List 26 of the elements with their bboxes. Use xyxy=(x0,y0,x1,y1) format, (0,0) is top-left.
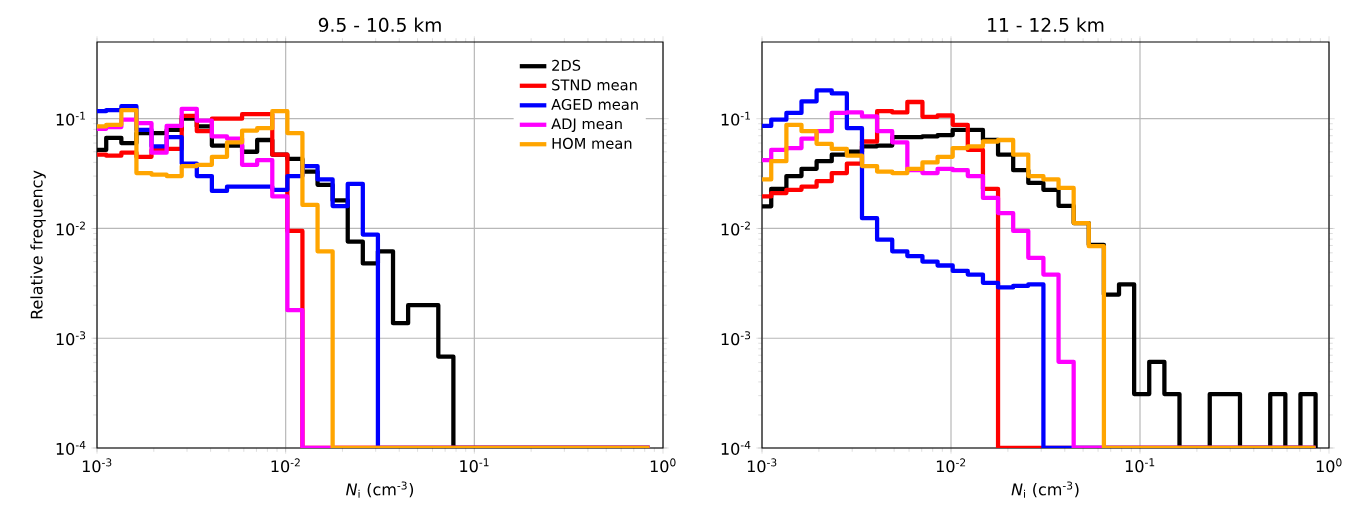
y-tick-label: 10$^{-3}$ xyxy=(721,331,751,346)
chart-title: 11 - 12.5 km xyxy=(988,17,1104,32)
y-tick-label: 10$^{-1}$ xyxy=(56,111,85,126)
x-axis-title: N$_{i}$ (cm$^{-3}$) xyxy=(1011,481,1079,498)
x-tick-label: 10$^{-2}$ xyxy=(271,458,300,473)
x-axis-title: N$_{i}$ (cm$^{-3}$) xyxy=(346,481,414,498)
x-tick-label: 10$^{-2}$ xyxy=(936,458,966,473)
legend-label: STND mean xyxy=(552,79,637,91)
y-tick-label: 10$^{-2}$ xyxy=(56,221,85,236)
y-tick-label: 10$^{-3}$ xyxy=(56,331,86,346)
legend-label: HOM mean xyxy=(552,137,632,149)
x-tick-label: 10$^{-1}$ xyxy=(460,458,489,473)
y-tick-label: 10$^{-4}$ xyxy=(56,441,86,455)
legend-label: AGED mean xyxy=(551,98,638,110)
x-tick-label: 10$^{-3}$ xyxy=(82,458,112,473)
x-tick-label: 10$^{-1}$ xyxy=(1125,458,1155,473)
x-tick-label: 10$^{-3}$ xyxy=(747,458,777,473)
y-tick-label: 10$^{-4}$ xyxy=(721,441,751,455)
legend-label: ADJ mean xyxy=(551,118,622,133)
y-tick-label: 10$^{-1}$ xyxy=(721,111,750,126)
y-axis-title: Relative frequency xyxy=(30,170,46,319)
y-tick-label: 10$^{-2}$ xyxy=(721,221,750,236)
x-tick-label: 10$^{0}$ xyxy=(650,458,676,473)
x-tick-label: 10$^{0}$ xyxy=(1316,458,1342,473)
chart-title: 9.5 - 10.5 km xyxy=(318,17,441,32)
legend-label: 2DS xyxy=(552,59,581,71)
